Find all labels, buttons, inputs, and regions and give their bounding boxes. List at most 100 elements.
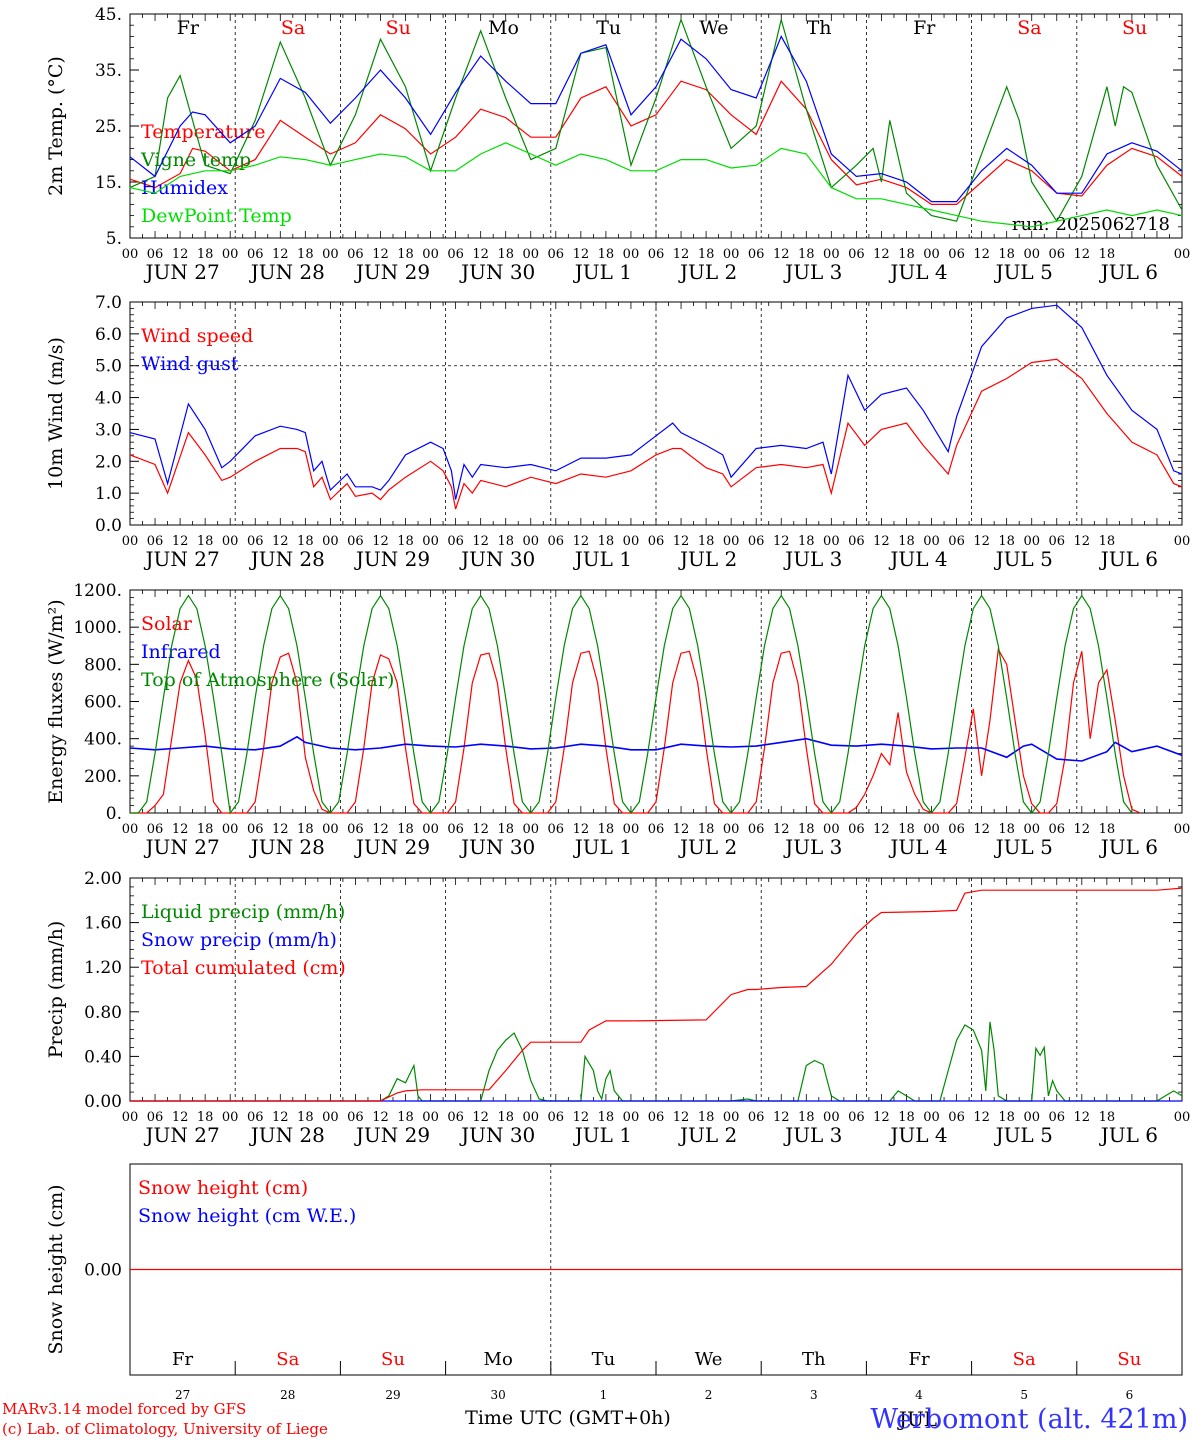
date-label: JUL 1 (573, 835, 632, 859)
hour-label: 06 (447, 247, 464, 262)
hour-label: 06 (247, 534, 264, 549)
hour-label: 12 (673, 822, 690, 837)
hour-label: 18 (798, 247, 815, 262)
hour-label: 18 (598, 822, 615, 837)
hour-label: 12 (172, 534, 189, 549)
hour-label: 18 (397, 247, 414, 262)
hour-label: 06 (147, 1110, 164, 1125)
hour-label: 06 (848, 534, 865, 549)
hour-label: 06 (347, 247, 364, 262)
legend-entry: Infrared (141, 641, 221, 663)
day-number-label: 28 (280, 1388, 295, 1402)
hour-label: 00 (1174, 534, 1191, 549)
hour-label: 06 (1048, 822, 1065, 837)
date-label: JUL 5 (994, 835, 1053, 859)
series-line (129, 358, 1183, 510)
station-label: Werbomont (alt. 421m) (870, 1404, 1188, 1435)
hour-label: 12 (673, 247, 690, 262)
legend-entry: Snow height (cm W.E.) (138, 1205, 356, 1227)
hour-label: 12 (573, 822, 590, 837)
hour-label: 18 (698, 247, 715, 262)
day-number-label: 2 (705, 1388, 713, 1402)
hour-label: 12 (1074, 822, 1091, 837)
x-axis-label: Time UTC (GMT+0h) (465, 1407, 671, 1429)
date-label: JUN 29 (354, 260, 430, 284)
hour-label: 12 (673, 1110, 690, 1125)
hour-label: 06 (948, 822, 965, 837)
hour-label: 12 (1074, 534, 1091, 549)
date-label: JUN 28 (249, 1123, 325, 1147)
hour-label: 18 (397, 1110, 414, 1125)
day-number-label: 6 (1126, 1388, 1134, 1402)
hour-label: 18 (698, 534, 715, 549)
panel-4: 0.00 0.40 0.80 1.20 1.60 2.00 Precip (mm/h) 00 0… (45, 869, 1190, 1147)
legend-entry: Top of Atmosphere (Solar) (141, 669, 394, 691)
hour-label: 06 (948, 1110, 965, 1125)
y-tick-label: 2.00 (84, 869, 122, 889)
date-label: JUL 4 (888, 547, 947, 571)
y-tick-label: 7.0 (95, 293, 122, 313)
credit-line-2: (c) Lab. of Climatology, University of L… (2, 1420, 328, 1438)
legend-entry: Total cumulated (cm) (141, 957, 346, 979)
hour-label: 18 (1099, 534, 1116, 549)
weekday-label: Fr (913, 17, 936, 39)
hour-label: 06 (648, 822, 665, 837)
month-label: JUL (897, 1407, 937, 1431)
day-number-label: 3 (810, 1388, 818, 1402)
hour-label: 00 (1174, 822, 1191, 837)
date-label: JUL 1 (573, 260, 632, 284)
legend-entry: DewPoint Temp (141, 205, 292, 227)
hour-label: 12 (272, 534, 289, 549)
hour-label: 12 (873, 1110, 890, 1125)
date-label: JUN 28 (249, 835, 325, 859)
hour-label: 00 (422, 534, 439, 549)
hour-label: 06 (1048, 534, 1065, 549)
hour-label: 00 (222, 1110, 239, 1125)
hour-label: 00 (723, 534, 740, 549)
y-tick-label: 4.0 (95, 389, 122, 409)
weekday-label: Sa (1017, 17, 1041, 39)
hour-label: 00 (122, 534, 139, 549)
legend-entry: Solar (141, 613, 193, 635)
y-tick-label: 0.80 (84, 1003, 122, 1023)
y-tick-label: 1200. (73, 581, 122, 601)
hour-label: 12 (573, 534, 590, 549)
hour-label: 06 (447, 1110, 464, 1125)
y-tick-label: 0.00 (84, 1092, 122, 1112)
weekday-label: Su (1122, 17, 1147, 39)
hour-label: 12 (873, 534, 890, 549)
hour-label: 00 (1174, 1110, 1191, 1125)
y-tick-label: 0.0 (95, 516, 122, 536)
hour-label: 18 (297, 822, 314, 837)
date-label: JUN 28 (249, 260, 325, 284)
y-tick-label: 45. (95, 5, 122, 25)
date-label: JUL 6 (1099, 1123, 1158, 1147)
hour-label: 18 (497, 534, 514, 549)
weekday-label: Fr (172, 1349, 193, 1370)
panel-2: 0.0 1.0 2.0 3.0 4.0 5.0 6.0 7.0 10m Wind (m/s) 00… (45, 293, 1190, 571)
legend-entry: Liquid precip (mm/h) (141, 901, 345, 923)
hour-label: 18 (197, 822, 214, 837)
hour-label: 12 (172, 247, 189, 262)
hour-label: 12 (1074, 1110, 1091, 1125)
date-label: JUL 1 (573, 1123, 632, 1147)
hour-label: 00 (1023, 534, 1040, 549)
hour-label: 12 (372, 534, 389, 549)
hour-label: 12 (472, 534, 489, 549)
day-number-label: 27 (175, 1388, 190, 1402)
hour-label: 00 (122, 1110, 139, 1125)
hour-label: 06 (247, 247, 264, 262)
hour-label: 00 (623, 822, 640, 837)
hour-label: 00 (623, 534, 640, 549)
hour-label: 06 (548, 1110, 565, 1125)
hour-label: 06 (748, 247, 765, 262)
date-label: JUN 27 (144, 260, 220, 284)
hour-label: 06 (748, 822, 765, 837)
hour-label: 18 (998, 822, 1015, 837)
hour-label: 00 (1023, 822, 1040, 837)
weekday-label: Tu (596, 17, 621, 39)
run-label: run: 2025062718 (1012, 214, 1170, 235)
hour-label: 00 (122, 247, 139, 262)
date-label: JUN 30 (459, 547, 535, 571)
